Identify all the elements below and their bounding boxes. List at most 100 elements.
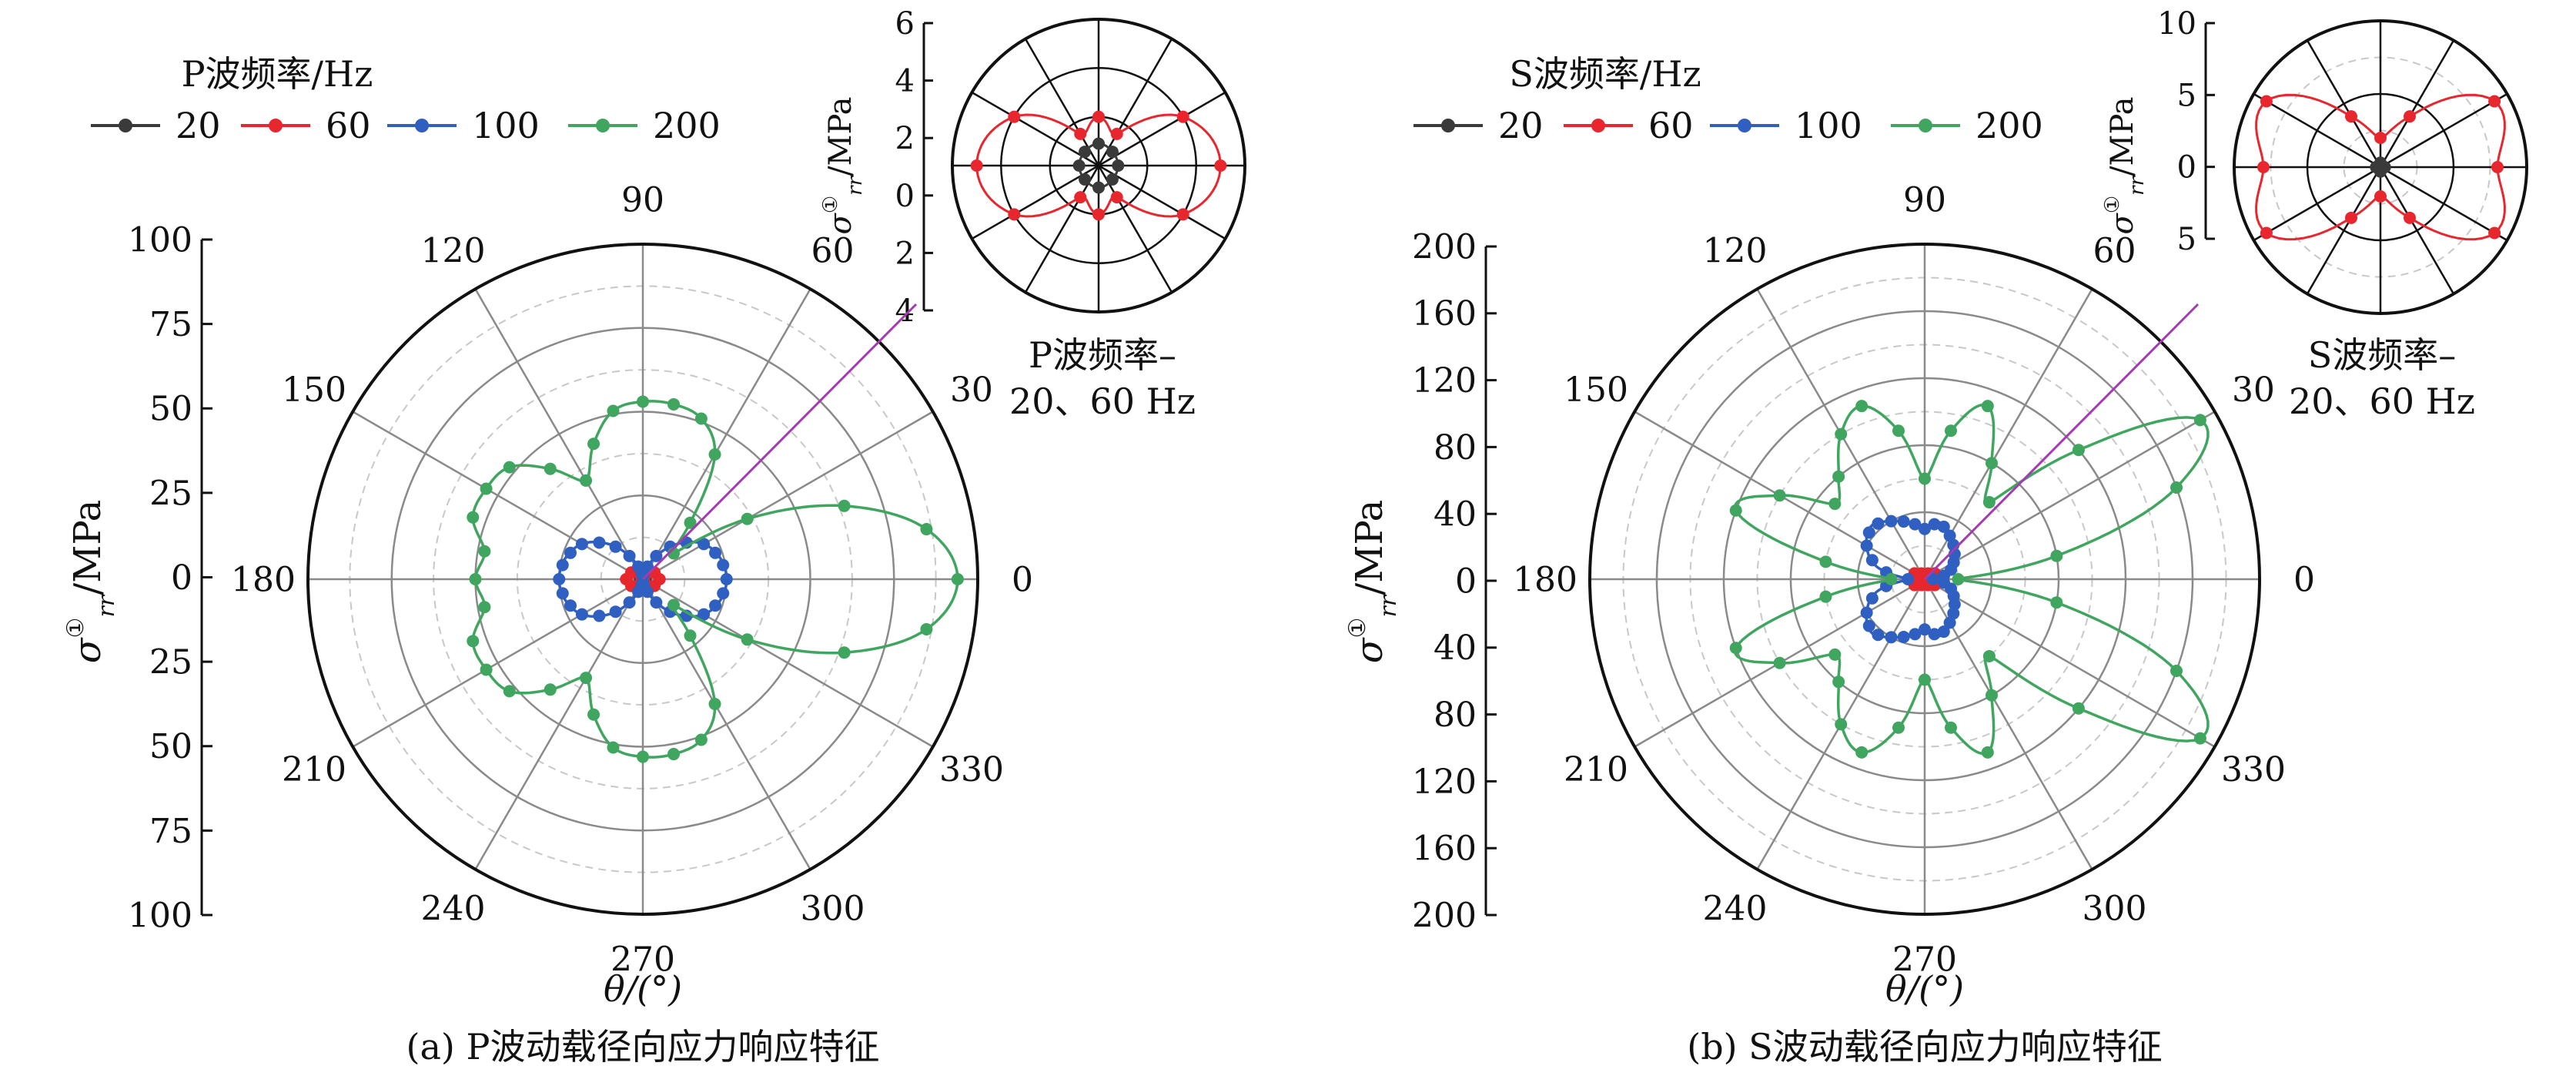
y-tick-label: 25 bbox=[149, 474, 192, 513]
y-axis: 100 75 50 25 0 25 50 75 100 bbox=[128, 220, 212, 935]
data-point bbox=[708, 448, 721, 461]
y-axis-label: σ①rr/MPa bbox=[1344, 500, 1402, 663]
angle-tick-label: 210 bbox=[1564, 750, 1628, 789]
data-point bbox=[1947, 607, 1960, 620]
data-point bbox=[544, 683, 557, 696]
data-point bbox=[1855, 746, 1868, 759]
grid-spoke bbox=[1097, 165, 1173, 293]
data-point bbox=[1944, 424, 1957, 437]
data-point bbox=[717, 587, 730, 600]
inset-label-line2: 20、60 Hz bbox=[2289, 380, 2475, 422]
data-point bbox=[838, 646, 851, 659]
data-point bbox=[920, 622, 933, 635]
legend-label: 200 bbox=[1975, 105, 2043, 146]
data-point bbox=[556, 558, 569, 572]
grid-spoke bbox=[2379, 166, 2455, 295]
data-point bbox=[667, 397, 681, 411]
data-point bbox=[2345, 211, 2357, 224]
data-point bbox=[1773, 489, 1786, 502]
grid-spoke bbox=[971, 91, 1099, 167]
data-point bbox=[2404, 211, 2416, 224]
data-point bbox=[593, 536, 606, 549]
data-point bbox=[1892, 721, 1905, 734]
angle-tick-label: 150 bbox=[1564, 370, 1628, 410]
data-point bbox=[1008, 110, 1021, 123]
inset-leader-line bbox=[1923, 303, 2200, 581]
data-point bbox=[587, 437, 601, 451]
polar-outer-ring bbox=[2233, 19, 2528, 315]
angle-tick-label: 270 bbox=[1892, 940, 1957, 979]
panel-b: S波频率/Hz 20 60 100 200 030609012015018021024… bbox=[1344, 6, 2528, 1068]
data-point bbox=[1106, 146, 1119, 159]
legend-item-20: 20 bbox=[1413, 105, 1544, 146]
data-point bbox=[2193, 414, 2206, 427]
data-point bbox=[2260, 95, 2273, 108]
grid-spoke bbox=[1097, 38, 1173, 166]
data-point bbox=[503, 461, 516, 474]
data-point bbox=[1860, 606, 1873, 619]
data-point bbox=[1872, 629, 1885, 642]
data-point bbox=[709, 599, 722, 612]
y-tick-label: 10 bbox=[2157, 6, 2196, 42]
series-100 bbox=[553, 536, 733, 622]
angle-tick-label: 120 bbox=[1703, 231, 1768, 270]
legend-marker bbox=[1919, 119, 1932, 132]
grid-spoke bbox=[1098, 164, 1226, 240]
y-tick-label: 120 bbox=[1412, 361, 1477, 401]
series-20 bbox=[2370, 156, 2391, 178]
grid-spoke bbox=[641, 288, 811, 580]
angle-tick-label: 300 bbox=[801, 889, 865, 928]
data-point bbox=[1897, 515, 1910, 528]
legend: 20 60 100 200 bbox=[91, 105, 721, 146]
polar-chart-inset bbox=[2233, 19, 2528, 315]
svg-text:σ①rr/MPa: σ①rr/MPa bbox=[1344, 500, 1402, 663]
data-point bbox=[1943, 616, 1956, 629]
data-point bbox=[650, 549, 663, 562]
data-point bbox=[1909, 628, 1922, 641]
grid-spoke bbox=[1924, 578, 2216, 748]
data-point bbox=[2488, 226, 2501, 240]
data-point bbox=[580, 474, 593, 487]
data-point bbox=[1214, 159, 1227, 172]
data-point bbox=[623, 549, 636, 562]
angle-tick-label: 30 bbox=[950, 370, 993, 410]
polar-chart-main: 0 30 60 90 120 150 180 210 240 270 300 330 bbox=[231, 180, 1033, 979]
data-point bbox=[1092, 181, 1105, 194]
data-point bbox=[1919, 623, 1931, 636]
data-point bbox=[1865, 554, 1878, 567]
data-point bbox=[1919, 522, 1931, 535]
data-point bbox=[667, 748, 681, 761]
svg-text:σ①rr/MPa: σ①rr/MPa bbox=[819, 97, 867, 235]
data-point bbox=[720, 573, 733, 585]
legend-label: 60 bbox=[1648, 105, 1694, 146]
grid-spoke bbox=[2306, 39, 2382, 168]
data-point bbox=[1928, 518, 1941, 531]
data-point bbox=[593, 609, 606, 622]
data-point bbox=[1855, 400, 1868, 413]
data-point bbox=[609, 540, 622, 553]
svg-text:σ①rr/MPa: σ①rr/MPa bbox=[2101, 97, 2149, 235]
data-point bbox=[1008, 208, 1021, 221]
data-point bbox=[2170, 481, 2183, 494]
data-point bbox=[556, 587, 569, 600]
y-axis-label: σ①rr/MPa bbox=[62, 500, 120, 663]
data-point bbox=[694, 412, 708, 425]
y-tick-label: 5 bbox=[2177, 222, 2196, 257]
data-point bbox=[951, 573, 964, 585]
data-point bbox=[564, 599, 577, 612]
angle-tick-label: 90 bbox=[1903, 180, 1946, 220]
data-point bbox=[920, 523, 933, 536]
y-axis: 200 160 120 80 40 0 40 80 120 160 200 bbox=[1412, 227, 1497, 935]
data-point bbox=[1981, 746, 1994, 759]
data-point bbox=[1092, 110, 1105, 123]
data-point bbox=[1773, 656, 1786, 669]
data-point bbox=[564, 546, 577, 559]
y-tick-label: 6 bbox=[895, 6, 915, 42]
series-200 bbox=[1729, 400, 2210, 759]
data-point bbox=[1092, 137, 1105, 150]
y-tick-label: 2 bbox=[895, 236, 915, 271]
data-point bbox=[1092, 208, 1105, 221]
legend-label: 100 bbox=[472, 105, 540, 146]
series-100 bbox=[1860, 515, 1961, 644]
legend: 20 60 100 200 bbox=[1413, 105, 2043, 146]
